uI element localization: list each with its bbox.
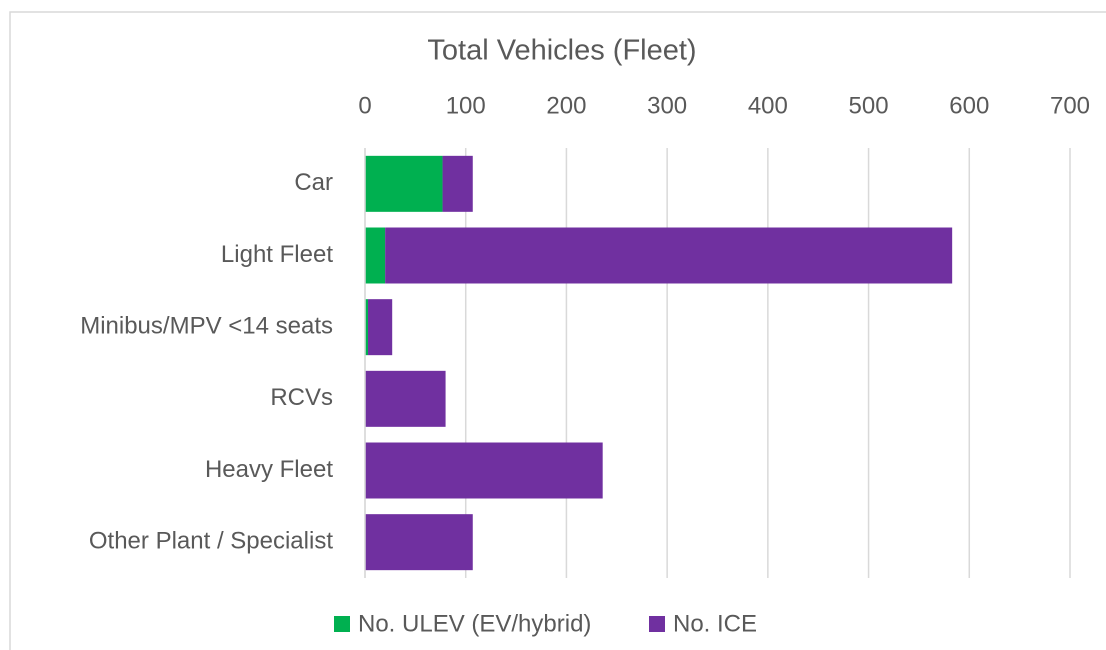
y-tick-label: Minibus/MPV <14 seats (80, 313, 333, 340)
legend-swatch (649, 616, 665, 632)
x-tick-label: 100 (446, 92, 486, 119)
y-tick-label: Heavy Fleet (205, 456, 333, 483)
y-tick-label: Other Plant / Specialist (89, 528, 333, 555)
y-tick-label: Light Fleet (221, 241, 333, 268)
bar-segment (365, 370, 446, 427)
bar-segment (365, 227, 386, 284)
bar-segment (365, 155, 443, 212)
x-tick-label: 700 (1050, 92, 1090, 119)
legend-swatch (334, 616, 350, 632)
bar-segment (365, 299, 369, 356)
x-tick-label: 300 (647, 92, 687, 119)
bar-segment (365, 442, 603, 499)
y-tick-label: RCVs (270, 384, 333, 411)
y-tick-label: Car (294, 169, 333, 196)
bar-segment (365, 514, 473, 571)
chart-title: Total Vehicles (Fleet) (427, 35, 696, 67)
x-tick-label: 200 (546, 92, 586, 119)
legend-label: No. ULEV (EV/hybrid) (358, 610, 591, 637)
chart-frame (9, 11, 1106, 650)
x-tick-label: 400 (748, 92, 788, 119)
x-tick-label: 600 (949, 92, 989, 119)
bar-segment (442, 155, 473, 212)
legend-label: No. ICE (673, 610, 757, 637)
bar-segment (368, 299, 393, 356)
bar-segment (385, 227, 953, 284)
x-tick-label: 500 (849, 92, 889, 119)
x-tick-label: 0 (358, 92, 371, 119)
